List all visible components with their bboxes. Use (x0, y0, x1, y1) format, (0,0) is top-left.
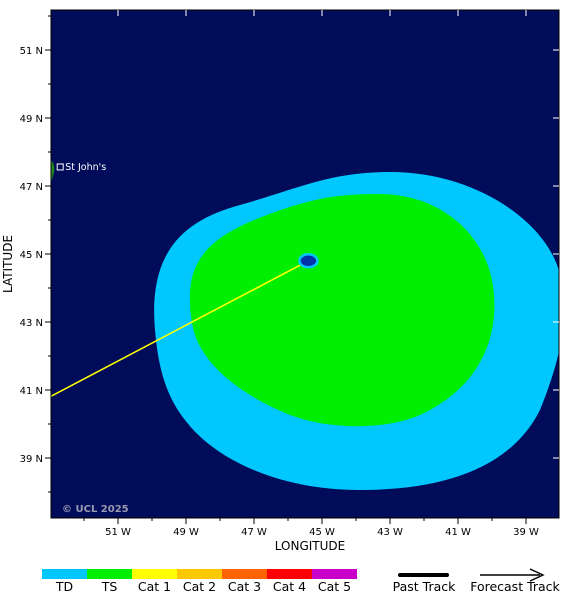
lon-tick-label: 45 W (309, 527, 335, 538)
lon-tick-label: 47 W (241, 527, 267, 538)
legend-swatch (267, 569, 312, 579)
lon-tick-label: 49 W (173, 527, 199, 538)
latitude-axis: 51 N 49 N 47 N 45 N 43 N 41 N 39 N (20, 15, 559, 493)
legend-label: Cat 4 (273, 579, 306, 594)
lat-tick-label: 39 N (20, 454, 43, 465)
y-axis-title: LATITUDE (1, 235, 15, 293)
longitude-axis: 51 W 49 W 47 W 45 W 43 W 41 W 39 W (83, 10, 539, 538)
city-marker (56, 163, 64, 171)
lat-tick-label: 49 N (20, 114, 43, 125)
legend-swatch (312, 569, 357, 579)
category-legend: TD TS Cat 1 Cat 2 Cat 3 Cat 4 Cat 5 (42, 569, 357, 594)
map-panel: St John's © UCL 2025 (50, 9, 560, 519)
map-border (50, 9, 560, 519)
copyright-text: © UCL 2025 (62, 504, 129, 515)
lat-tick-label: 45 N (20, 250, 43, 261)
forecast-track-arrowhead (529, 568, 545, 582)
lon-tick-label: 39 W (513, 527, 539, 538)
legend-swatch (222, 569, 267, 579)
lon-tick-label: 51 W (105, 527, 131, 538)
forecast-track-line (51, 260, 309, 398)
lat-tick-label: 43 N (20, 318, 43, 329)
legend-label: Cat 2 (183, 579, 216, 594)
past-track-label: Past Track (393, 579, 456, 594)
legend-label: TS (101, 579, 118, 594)
legend-label: Cat 5 (318, 579, 351, 594)
legend-swatch (177, 569, 222, 579)
lat-tick-label: 47 N (20, 182, 43, 193)
ts-wind-field (189, 194, 495, 427)
legend-swatch (87, 569, 132, 579)
x-axis-title: LONGITUDE (275, 539, 345, 553)
forecast-track-label: Forecast Track (470, 579, 560, 594)
lon-tick-label: 41 W (445, 527, 471, 538)
legend-label: TD (55, 579, 73, 594)
storm-center-marker (298, 253, 319, 269)
lat-tick-label: 41 N (20, 386, 43, 397)
lon-tick-label: 43 W (377, 527, 403, 538)
legend-label: Cat 1 (138, 579, 171, 594)
city-label: St John's (65, 162, 106, 173)
newfoundland-land (51, 160, 55, 182)
legend-swatch (132, 569, 177, 579)
legend-label: Cat 3 (228, 579, 261, 594)
legend-swatch (42, 569, 87, 579)
track-legend: Past Track Forecast Track (393, 568, 561, 594)
lat-tick-label: 51 N (20, 46, 43, 57)
